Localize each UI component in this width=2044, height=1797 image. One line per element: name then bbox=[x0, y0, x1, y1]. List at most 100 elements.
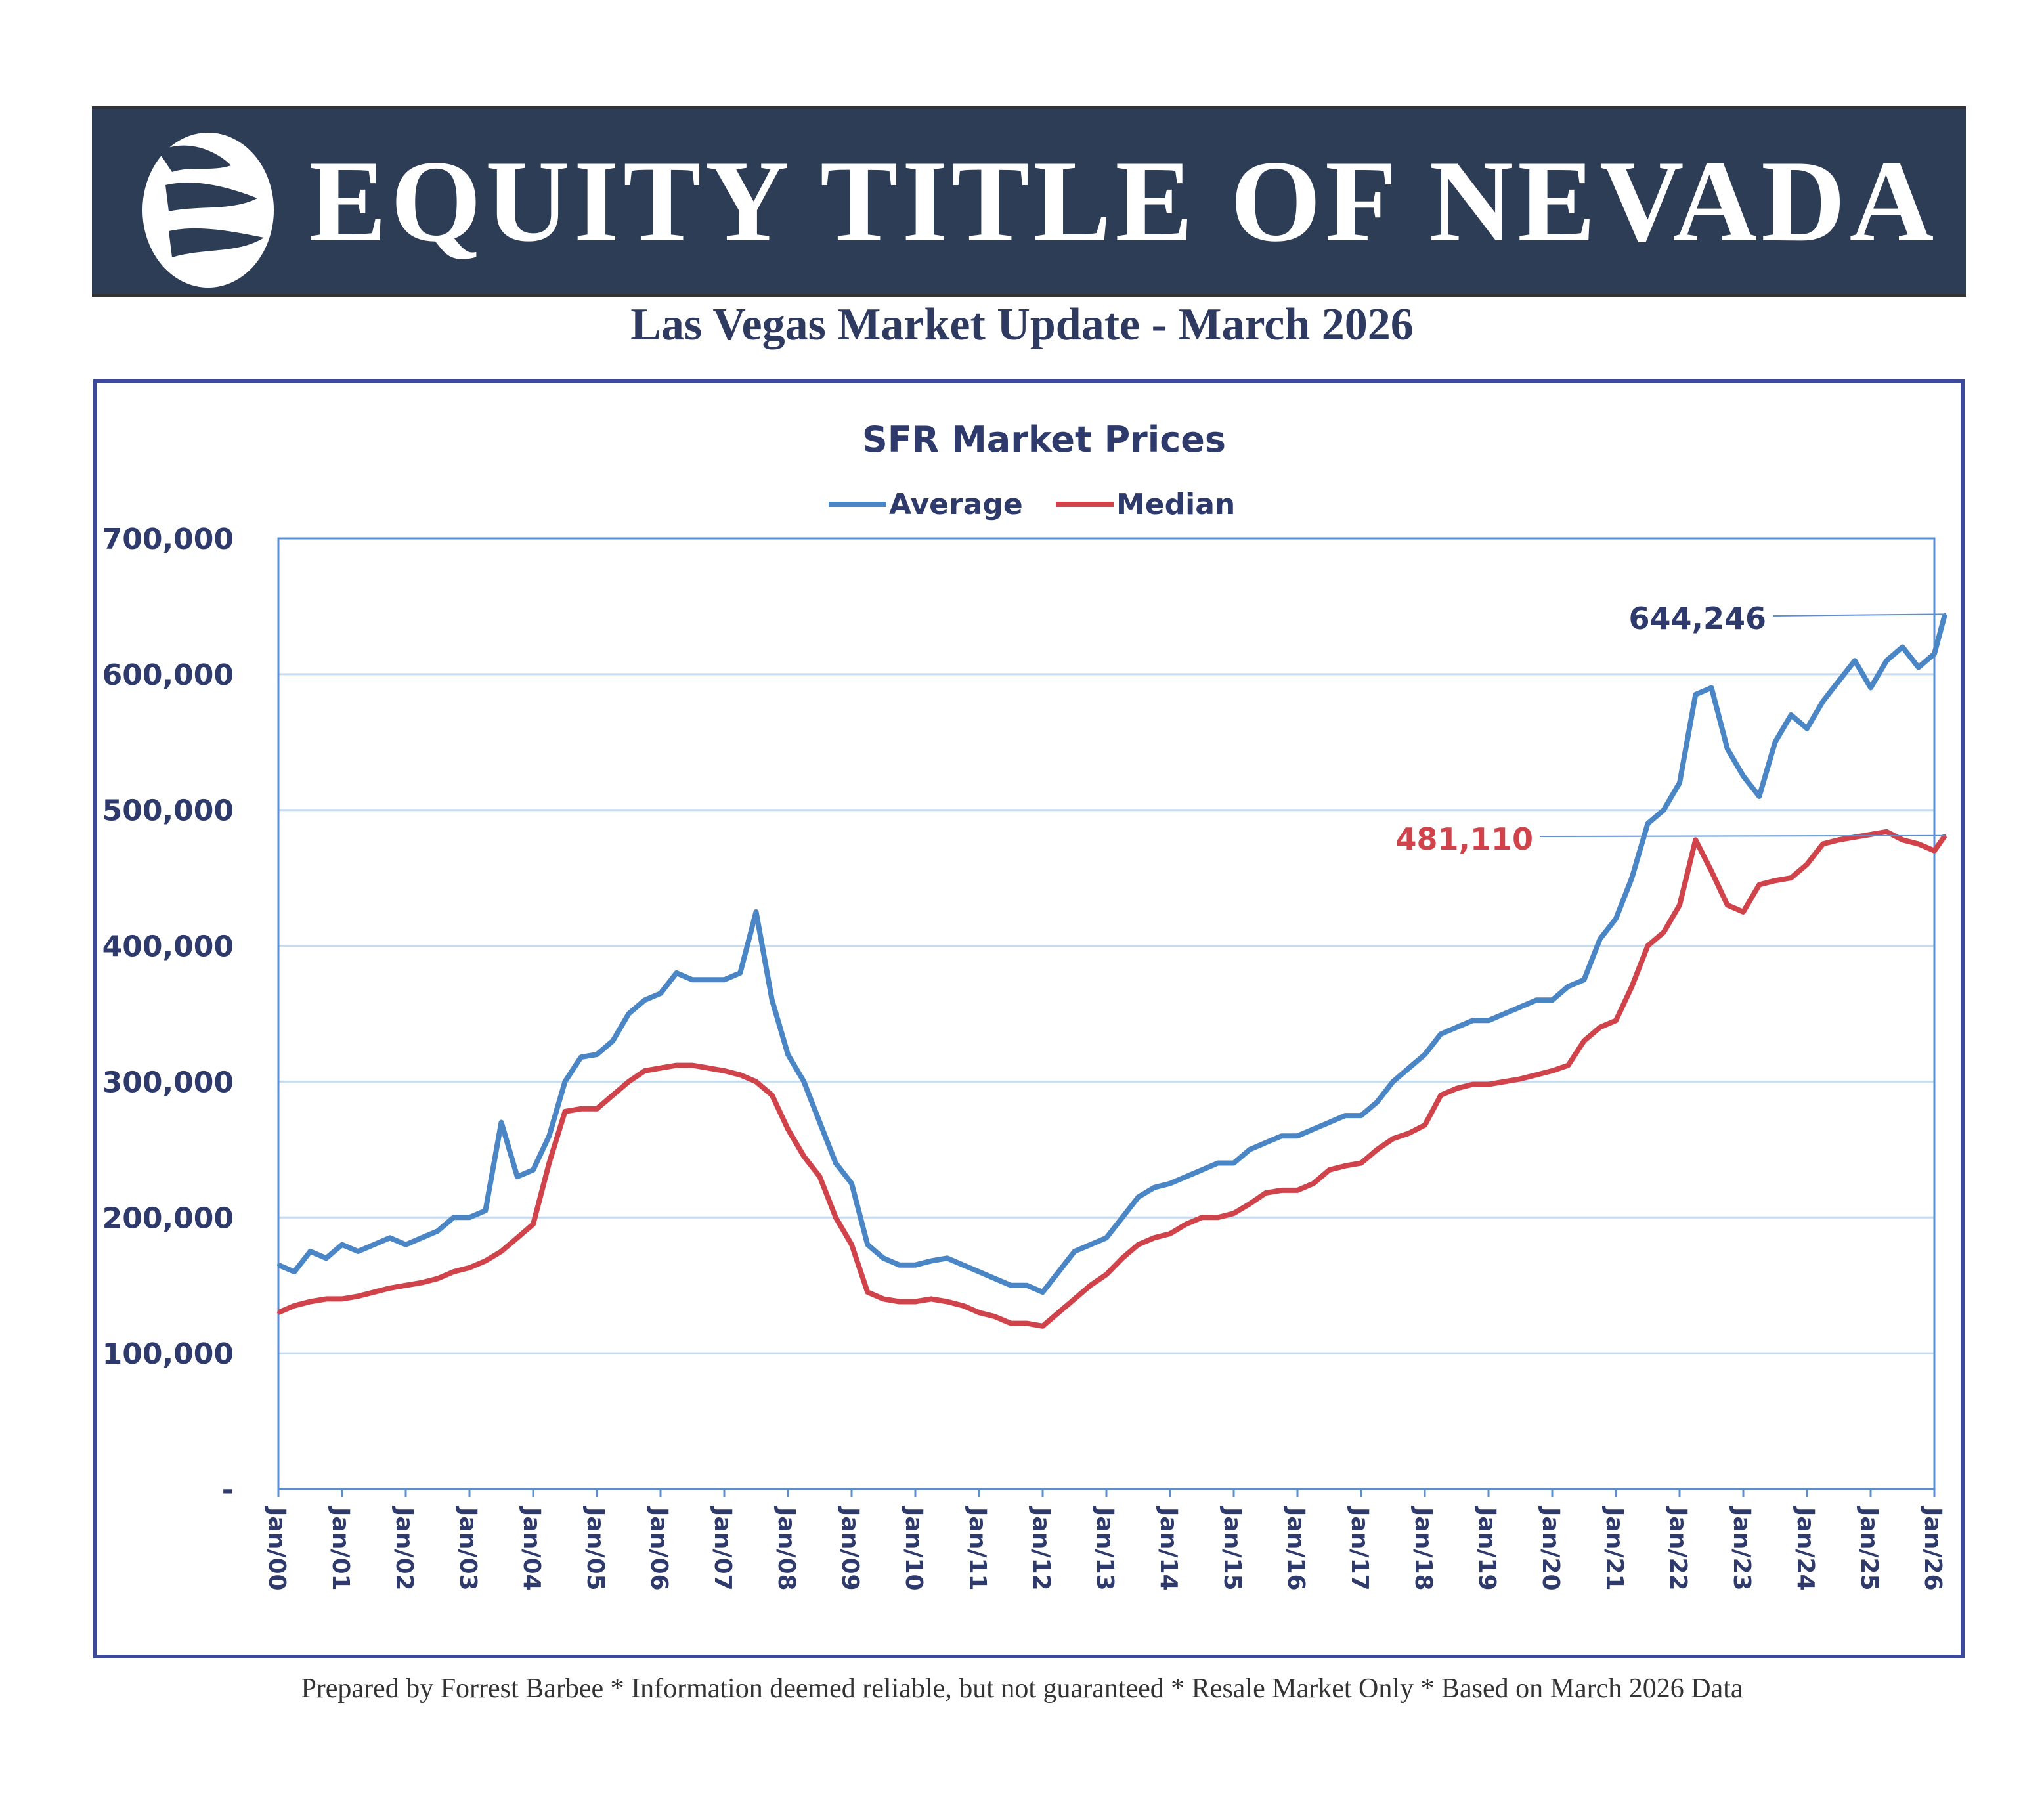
x-tick-label: Jan/11 bbox=[964, 1505, 991, 1591]
data-point-average bbox=[293, 1270, 296, 1274]
data-point-average bbox=[930, 1259, 933, 1263]
data-point-average bbox=[420, 1236, 424, 1240]
data-point-average bbox=[404, 1243, 407, 1246]
data-point-median bbox=[1789, 877, 1793, 880]
data-point-median bbox=[787, 1127, 789, 1131]
x-tick-label: Jan/00 bbox=[263, 1505, 290, 1591]
x-tick-label: Jan/17 bbox=[1346, 1505, 1373, 1591]
data-point-median bbox=[1582, 1039, 1586, 1043]
data-point-median bbox=[1503, 1080, 1506, 1083]
x-tick-label: Jan/18 bbox=[1410, 1505, 1437, 1591]
data-point-average bbox=[579, 1056, 582, 1059]
data-point-median bbox=[978, 1311, 980, 1314]
data-point-median bbox=[1901, 838, 1904, 842]
x-tick-label: Jan/03 bbox=[454, 1505, 481, 1591]
data-point-average bbox=[1041, 1291, 1044, 1294]
data-point-average bbox=[1678, 781, 1681, 785]
data-point-median bbox=[1216, 1216, 1219, 1219]
data-point-average bbox=[866, 1243, 869, 1246]
data-point-average bbox=[1343, 1114, 1347, 1117]
data-point-average bbox=[1407, 1066, 1410, 1070]
data-point-average bbox=[1121, 1216, 1124, 1219]
x-tick-label: Jan/15 bbox=[1219, 1505, 1246, 1591]
x-tick-label: Jan/09 bbox=[837, 1505, 863, 1591]
data-point-median bbox=[1534, 1073, 1538, 1077]
data-point-average bbox=[532, 1168, 534, 1171]
data-point-median bbox=[1806, 863, 1808, 866]
x-tick-label: Jan/25 bbox=[1856, 1505, 1882, 1591]
data-point-average bbox=[515, 1175, 519, 1179]
data-point-average bbox=[1105, 1236, 1108, 1240]
data-point-average bbox=[1630, 877, 1634, 880]
median-end-label: 481,110 bbox=[1395, 821, 1533, 857]
data-point-median bbox=[898, 1300, 901, 1303]
data-point-median bbox=[946, 1300, 949, 1303]
data-point-median bbox=[1933, 849, 1936, 852]
data-point-median bbox=[1853, 836, 1856, 839]
y-tick-label: 600,000 bbox=[102, 659, 234, 692]
x-tick-label: Jan/24 bbox=[1792, 1505, 1819, 1591]
data-point-median bbox=[1296, 1188, 1299, 1192]
x-tick-label: Jan/02 bbox=[391, 1505, 418, 1591]
data-point-average bbox=[611, 1039, 615, 1043]
data-point-median bbox=[1869, 833, 1872, 836]
data-point-median bbox=[1360, 1161, 1362, 1165]
data-point-median bbox=[563, 1110, 567, 1113]
data-point-median bbox=[468, 1266, 471, 1269]
data-point-median bbox=[484, 1259, 487, 1263]
plot-area bbox=[277, 537, 1936, 1490]
data-point-median bbox=[277, 1311, 280, 1314]
x-tick-label: Jan/26 bbox=[1919, 1505, 1946, 1591]
data-point-median bbox=[420, 1281, 424, 1284]
header-banner: EQUITY TITLE OF NEVADA bbox=[92, 106, 1966, 297]
data-point-average bbox=[1455, 1026, 1458, 1029]
data-point-average bbox=[1057, 1270, 1060, 1274]
data-point-average bbox=[548, 1135, 551, 1138]
data-point-average bbox=[643, 999, 646, 1002]
data-point-median bbox=[341, 1297, 343, 1301]
data-point-median bbox=[1105, 1273, 1108, 1276]
data-point-median bbox=[659, 1066, 662, 1070]
data-point-average bbox=[1296, 1135, 1299, 1138]
data-point-median bbox=[1089, 1284, 1092, 1287]
data-point-median bbox=[372, 1291, 376, 1294]
data-point-average bbox=[1264, 1141, 1267, 1144]
data-point-median bbox=[1678, 903, 1681, 907]
data-point-average bbox=[1200, 1168, 1204, 1171]
data-point-average bbox=[1391, 1080, 1395, 1083]
data-point-average bbox=[1137, 1196, 1140, 1199]
data-point-median bbox=[627, 1080, 630, 1083]
data-point-median bbox=[707, 1066, 710, 1070]
data-point-median bbox=[739, 1073, 742, 1077]
data-point-median bbox=[579, 1107, 582, 1110]
data-point-average bbox=[1232, 1161, 1235, 1165]
data-point-median bbox=[611, 1094, 615, 1097]
data-point-median bbox=[500, 1250, 503, 1253]
data-point-average bbox=[1169, 1182, 1171, 1185]
data-point-average bbox=[627, 1012, 630, 1015]
data-point-median bbox=[818, 1175, 821, 1179]
data-point-average bbox=[1503, 1012, 1506, 1015]
data-point-median bbox=[548, 1161, 551, 1165]
data-point-average bbox=[739, 971, 742, 974]
data-point-median bbox=[1567, 1064, 1570, 1067]
data-point-average bbox=[1742, 775, 1745, 777]
data-point-median bbox=[961, 1304, 965, 1307]
data-point-average bbox=[1806, 727, 1808, 730]
data-point-average bbox=[1853, 659, 1856, 662]
x-tick-label: Jan/16 bbox=[1282, 1505, 1309, 1591]
page-subtitle: Las Vegas Market Update - March 2026 bbox=[630, 299, 1414, 350]
data-point-median bbox=[802, 1155, 806, 1158]
brand-name: EQUITY TITLE OF NEVADA bbox=[309, 136, 1938, 266]
data-point-average bbox=[818, 1121, 821, 1124]
chart-title: SFR Market Prices bbox=[862, 419, 1226, 460]
data-point-average bbox=[914, 1263, 917, 1267]
data-point-median bbox=[993, 1315, 997, 1318]
data-point-median bbox=[1152, 1236, 1156, 1240]
data-point-median bbox=[1710, 869, 1713, 873]
data-point-average bbox=[1073, 1250, 1076, 1253]
data-point-average bbox=[1185, 1175, 1188, 1179]
x-tick-label: Jan/22 bbox=[1664, 1505, 1691, 1591]
x-tick-label: Jan/19 bbox=[1473, 1505, 1500, 1591]
